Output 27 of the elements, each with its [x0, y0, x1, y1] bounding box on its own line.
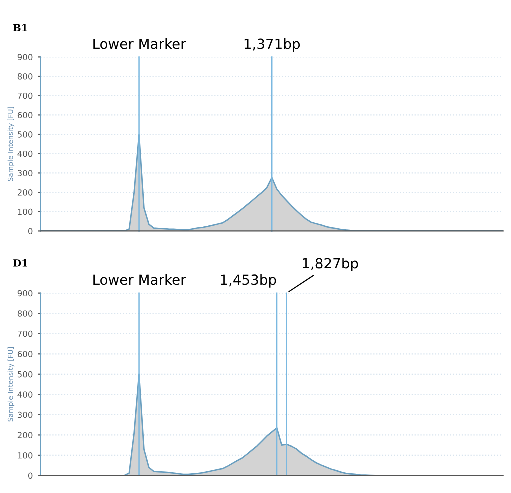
chart-title: B1 [14, 24, 28, 32]
y-tick-label: 300 [18, 170, 33, 176]
y-tick-label: 700 [18, 92, 33, 100]
text: Lower Marker [94, 38, 186, 50]
y-tick-label: 400 [18, 392, 33, 398]
chart-title: D1 [14, 260, 28, 267]
y-tick-label: 900 [18, 290, 33, 297]
y-tick-label: 100 [18, 208, 33, 216]
y-tick-label: 200 [18, 190, 33, 196]
y-tick-label: 300 [18, 412, 33, 418]
y-tick-label: 700 [18, 330, 33, 338]
y-tick-label: 200 [18, 432, 33, 438]
y-tick-label: 400 [18, 150, 33, 158]
y-tick-label: 600 [18, 351, 33, 358]
y-tick-label: 0 [28, 228, 33, 234]
y-tick-label: 800 [18, 310, 33, 317]
y-tick-label: 600 [18, 112, 33, 118]
y-tick-label: 0 [28, 472, 33, 480]
text: 1,371bp [244, 38, 300, 52]
text: 1,453bp [221, 274, 276, 288]
y-tick-label: 500 [18, 371, 33, 378]
y-tick-label: 900 [18, 54, 33, 60]
text: 1,827bp [303, 258, 358, 272]
y-tick-label: 500 [18, 132, 33, 138]
y-tick-label: 800 [18, 74, 33, 80]
y-tick-label: 100 [18, 452, 33, 459]
text: Lower Marker [94, 274, 186, 286]
